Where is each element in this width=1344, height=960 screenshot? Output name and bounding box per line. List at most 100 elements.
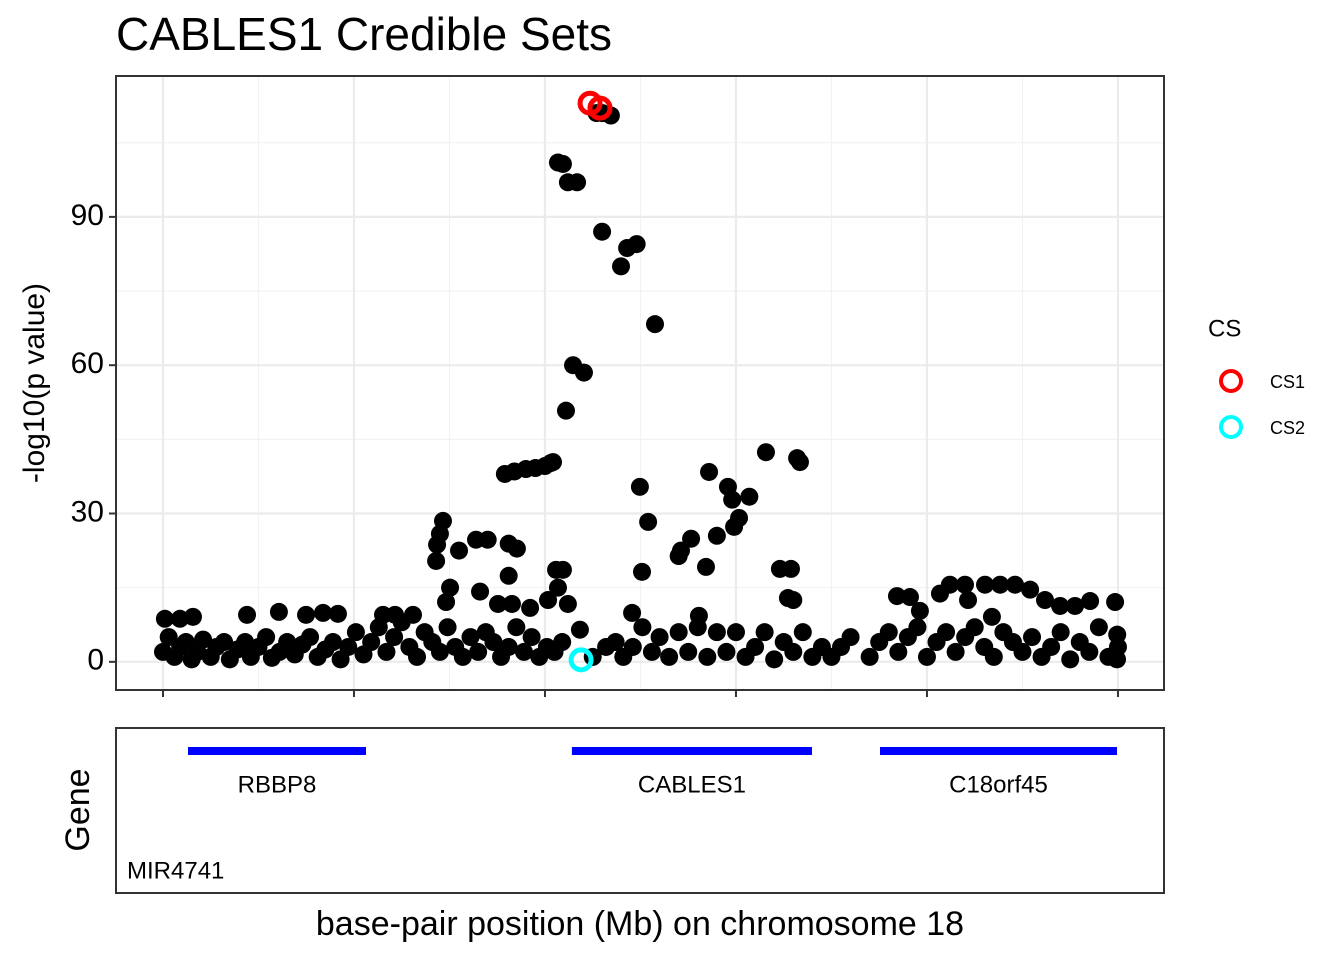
point [593,222,612,241]
point [514,642,533,661]
gene-label: CABLES1 [638,771,746,798]
point [1081,592,1100,611]
point [194,630,213,649]
point [574,363,593,382]
point [301,628,320,647]
point [642,642,661,661]
y-tick-label: 90 [71,199,104,232]
point [1023,628,1042,647]
point [323,633,342,652]
point [502,594,521,613]
point [696,557,715,576]
point [726,623,745,642]
point [521,598,540,617]
point [328,604,347,623]
point [556,401,575,420]
point [639,512,658,531]
point [1089,618,1108,637]
point [959,591,978,610]
point [623,603,642,622]
point [991,575,1010,594]
legend-title: CS [1208,315,1241,342]
point [438,618,457,637]
point [645,315,664,334]
point [362,633,381,652]
point [965,618,984,637]
point [982,607,1001,626]
point [541,454,560,473]
point [522,628,541,647]
point [784,591,803,610]
point [215,633,234,652]
y-tick-label: 60 [71,347,104,380]
y-axis-label: -log10(p value) [18,283,51,483]
point [606,633,625,652]
point [1108,650,1127,669]
gene-label: MIR4741 [127,857,224,884]
point [725,517,744,536]
point [633,618,652,637]
point [910,601,929,620]
point [1042,637,1061,656]
y-tick-label: 30 [71,495,104,528]
point [450,541,469,560]
point [790,453,809,472]
point [756,443,775,462]
point [707,526,726,545]
point [669,547,688,566]
legend-marker [1219,369,1243,393]
legend-marker [1219,415,1243,439]
point [339,637,358,656]
point [1080,642,1099,661]
point [765,650,784,669]
point [469,642,488,661]
point [784,642,803,661]
point [428,535,447,554]
gene-axis-label: Gene [59,768,97,851]
point [660,647,679,666]
point [314,603,333,622]
point [633,562,652,581]
point [369,618,388,637]
point [430,642,449,661]
point [601,106,620,125]
credible-set-point [568,647,594,673]
point [1013,642,1032,661]
point [717,642,736,661]
point [900,588,919,607]
point [682,529,701,548]
point [688,618,707,637]
point [887,587,906,606]
point [1051,596,1070,615]
point [669,623,688,642]
point [679,642,698,661]
point [1108,625,1127,644]
gene-panel-border [115,727,1165,894]
point [627,235,646,254]
point [553,560,572,579]
point [700,462,719,481]
point [860,647,879,666]
point [257,628,276,647]
point [484,633,503,652]
point [793,623,812,642]
point [937,623,956,642]
point [946,642,965,661]
point [698,647,717,666]
point [453,647,472,666]
point [879,623,898,642]
point [155,609,174,628]
point [499,637,518,656]
point [408,647,427,666]
y-tick-label: 0 [87,644,104,677]
credible-set-point [587,95,613,121]
point [478,530,497,549]
point [488,594,507,613]
point [841,628,860,647]
point [650,628,669,647]
point [377,642,396,661]
plot-border [115,75,1165,691]
point [568,173,587,192]
point [385,628,404,647]
point [392,613,411,632]
